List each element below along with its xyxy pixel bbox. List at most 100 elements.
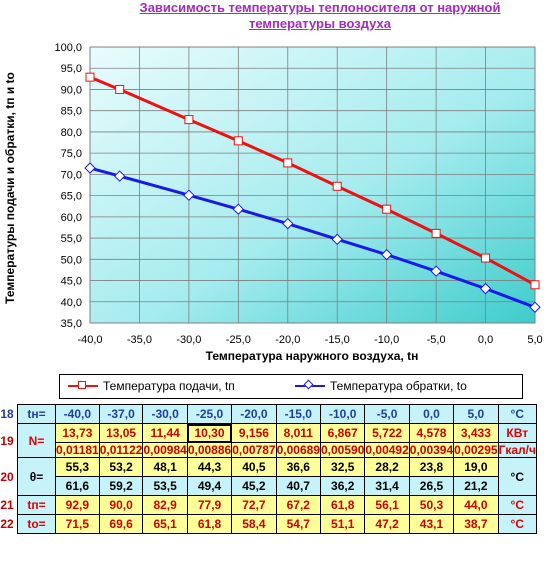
x-tick-label: -30,0 — [176, 334, 201, 346]
table-row: 20 θ= 55,3 53,2 48,1 44,3 40,5 36,6 32,5 28,2 23,8… — [0, 457, 537, 496]
table-row: 19 N= 13,73 13,05 11,44 10,30 9,156 8,011 6,867 5… — [0, 423, 537, 458]
legend-label-return: Температура обратки, tо — [330, 379, 467, 393]
table-subrow: 0,01181 0,01122 0,00984 0,00886 0,00787 0,006… — [0, 442, 537, 458]
table-subcell: 53,5 — [142, 476, 188, 496]
table-subcell: 0,00295 — [453, 442, 499, 458]
table-subcell: 45,2 — [231, 476, 277, 496]
legend-item-supply: Температура подачи, tп — [68, 379, 235, 393]
table-cell: -40,0 — [55, 404, 100, 424]
table-cell: 56,1 — [364, 495, 410, 515]
table-subcell: 0,01122 — [98, 442, 144, 458]
table-cell: 71,5 — [55, 514, 100, 534]
y-tick-labels: 35,0 40,0 45,0 50,0 55,0 60,0 65,0 70,0 75,0 80,0… — [54, 42, 82, 330]
chart-title: Зависимость температуры теплоносителя от… — [90, 0, 550, 32]
table-row: 18 tн= -40,0 -37,0 -30,0 -25,0 -20,0 -15,0 -10,0… — [0, 404, 537, 424]
series-line-return — [89, 166, 536, 309]
table-subcell: 26,5 — [408, 476, 455, 496]
table-cell: 48,1 — [142, 457, 188, 477]
table-subcell: 0,00787 — [231, 442, 277, 458]
table-row: 22 tо= 71,5 69,6 65,1 61,8 58,4 54,7 51,1 47,2 43,… — [0, 514, 537, 534]
x-tick-label: -20,0 — [275, 334, 300, 346]
row-unit: °C — [497, 514, 537, 534]
x-tick-label: -35,0 — [127, 334, 152, 346]
table-cell: 69,6 — [98, 514, 144, 534]
table-cell: 4,578 — [408, 423, 455, 443]
row-number: 19 — [0, 423, 18, 458]
table-cell: 10,30 — [186, 423, 233, 443]
table-subcell: 31,4 — [364, 476, 410, 496]
row-unit: °C — [497, 404, 537, 424]
x-tick-label: -25,0 — [226, 334, 251, 346]
y-tick-label: 45,0 — [61, 276, 82, 288]
table-subcell: 0,01181 — [55, 442, 100, 458]
data-point-return — [84, 162, 96, 174]
table-subcell: 0,00984 — [142, 442, 188, 458]
legend-line-supply — [68, 381, 98, 389]
y-tick-label: 60,0 — [61, 212, 82, 224]
table-cell: 44,3 — [186, 457, 233, 477]
data-point-supply — [481, 253, 491, 263]
table-cell: 53,2 — [98, 457, 144, 477]
table-subcell: 0,00886 — [186, 442, 233, 458]
table-cell: -10,0 — [319, 404, 366, 424]
table-cell: 61,8 — [186, 514, 233, 534]
table-row: 21 tп= 92,9 90,0 82,9 77,9 72,7 67,2 61,8 56,1 50,… — [0, 495, 537, 515]
table-cell: 92,9 — [55, 495, 100, 515]
data-point-supply — [233, 136, 243, 146]
data-point-return — [331, 233, 343, 246]
table-cell: 72,7 — [231, 495, 277, 515]
table-cell: 11,44 — [142, 423, 188, 443]
x-tick-label: -40,0 — [77, 334, 102, 346]
row-unit: КВт — [497, 423, 537, 443]
table-cell: 23,8 — [408, 457, 455, 477]
row-label: N= — [17, 423, 56, 458]
table-subcell: 36,2 — [319, 476, 366, 496]
row-unit: °C — [497, 495, 537, 515]
x-axis-label: Температура наружного воздуха, tн — [206, 349, 419, 363]
row-unit: °C — [497, 457, 537, 496]
x-tick-label: 0,0 — [478, 334, 493, 346]
legend-line-return — [295, 379, 325, 390]
row-label: tн= — [17, 404, 56, 424]
x-tick-label: 5,0 — [527, 334, 542, 346]
table-subcell: 61,6 — [55, 476, 100, 496]
table-cell: 82,9 — [142, 495, 188, 515]
table-cell: 13,73 — [55, 423, 100, 443]
table-cell: 13,05 — [98, 423, 144, 443]
chart: 35,0 40,0 45,0 50,0 55,0 60,0 65,0 70,0 75,0 80,0… — [3, 42, 543, 363]
table-cell: 0,0 — [408, 404, 455, 424]
chart-legend: Температура подачи, tп Температура обрат… — [59, 374, 523, 399]
table-subcell: 40,7 — [275, 476, 322, 496]
data-point-supply — [184, 115, 194, 125]
table-subcell: 0,00394 — [408, 442, 455, 458]
table-cell: 6,867 — [319, 423, 366, 443]
table-cell: 32,5 — [319, 457, 366, 477]
data-point-supply — [530, 280, 540, 290]
data-point-supply — [85, 72, 95, 82]
title-line-1: Зависимость температуры теплоносителя от… — [139, 0, 501, 15]
table-cell: 47,2 — [364, 514, 410, 534]
table-cell: 44,0 — [453, 495, 499, 515]
table-cell: 90,0 — [98, 495, 144, 515]
table-cell: 36,6 — [275, 457, 322, 477]
square-marker-icon — [78, 381, 86, 389]
y-tick-label: 35,0 — [61, 318, 82, 330]
y-tick-label: 80,0 — [61, 127, 82, 139]
row-number: 18 — [0, 404, 18, 424]
x-tick-label: -10,0 — [374, 334, 399, 346]
y-tick-label: 75,0 — [61, 148, 82, 160]
y-tick-label: 85,0 — [61, 106, 82, 118]
table-cell: 58,4 — [231, 514, 277, 534]
y-axis-label: Температуры подачи и обратки, tп и tо — [3, 72, 17, 304]
y-tick-label: 90,0 — [61, 84, 82, 96]
table-subrow: 61,6 59,2 53,5 49,4 45,2 40,7 36,2 31,4 26,5 21,2 — [0, 476, 536, 496]
data-point-return — [113, 170, 126, 182]
table-cell: 3,433 — [453, 423, 499, 443]
table-cell: 38,7 — [453, 514, 499, 534]
table-subcell: 49,4 — [186, 476, 233, 496]
table-cell: 43,1 — [408, 514, 455, 534]
data-point-supply — [382, 204, 392, 214]
table-subcell: 0,00689 — [275, 442, 322, 458]
table-cell: 8,011 — [275, 423, 322, 443]
y-tick-label: 100,0 — [54, 42, 82, 54]
